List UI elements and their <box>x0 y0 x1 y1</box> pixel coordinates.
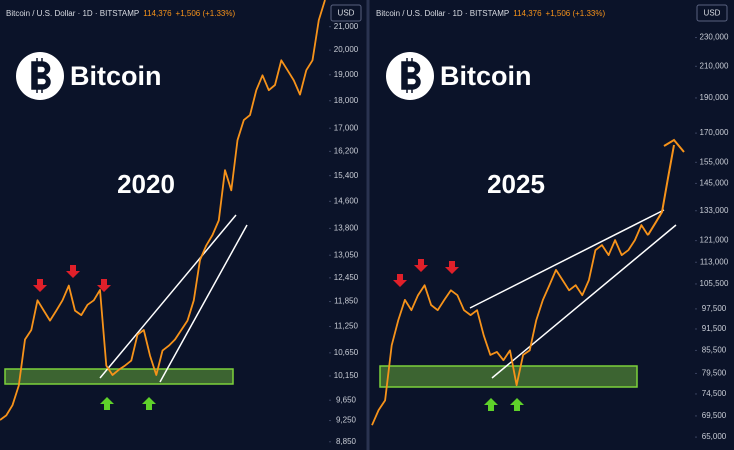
trend-line <box>469 209 665 309</box>
y-tick-label: 65,000 <box>702 432 727 441</box>
y-tick-label: 113,000 <box>700 257 729 266</box>
y-tick-label: 11,250 <box>334 322 358 331</box>
y-tick-label: 13,050 <box>334 250 359 259</box>
y-tick-label: 16,200 <box>334 146 359 155</box>
price-change: +1,506 (+1.33%) <box>546 9 606 18</box>
projection <box>647 144 675 236</box>
y-tick-label: 18,000 <box>334 96 359 105</box>
last-price: 114,376 <box>143 9 172 18</box>
y-tick-label: 155,000 <box>700 157 729 166</box>
sell-arrows <box>33 265 111 292</box>
currency: USD <box>338 9 355 18</box>
year-label: 2025 <box>487 169 545 199</box>
buy-arrows <box>100 397 156 410</box>
y-tick-label: 190,000 <box>700 93 729 102</box>
last-price: 114,376 <box>513 9 542 18</box>
y-tick-label: 85,500 <box>702 346 727 355</box>
price-line <box>0 0 326 421</box>
trend-line <box>99 214 237 379</box>
logo-text: Bitcoin <box>70 61 162 91</box>
y-tick-label: 9,250 <box>336 416 357 425</box>
y-tick-label: 105,500 <box>700 279 729 288</box>
projection-arrowhead <box>663 138 685 153</box>
y-tick-label: 97,500 <box>702 304 727 313</box>
y-tick-label: 13,800 <box>334 223 359 232</box>
y-tick-label: 230,000 <box>700 33 729 42</box>
y-tick-label: 121,000 <box>700 236 729 245</box>
y-tick-label: 145,000 <box>700 179 729 188</box>
y-tick-label: 10,650 <box>334 348 359 357</box>
trend-line <box>491 224 677 379</box>
y-tick-label: 17,000 <box>334 123 359 132</box>
y-tick-label: 20,000 <box>334 45 359 54</box>
currency: USD <box>704 9 721 18</box>
sell-arrows <box>393 259 459 287</box>
y-tick-label: 8,850 <box>336 437 357 446</box>
y-tick-label: 170,000 <box>700 128 729 137</box>
y-tick-label: 15,400 <box>334 171 359 180</box>
trend-line <box>159 224 248 383</box>
support-zone <box>4 368 234 385</box>
price-change: +1,506 (+1.33%) <box>176 9 236 18</box>
y-tick-label: 14,600 <box>334 196 359 205</box>
y-tick-label: 19,000 <box>334 70 359 79</box>
y-tick-label: 69,500 <box>702 411 727 420</box>
currency-box <box>696 4 728 22</box>
logo-text: Bitcoin <box>440 61 532 91</box>
y-tick-label: 10,150 <box>334 371 359 380</box>
bitcoin-logo-b <box>31 58 51 93</box>
year-label: 2020 <box>117 169 175 199</box>
y-tick-label: 21,000 <box>334 22 359 31</box>
y-tick-label: 11,850 <box>334 297 358 306</box>
price-line <box>371 224 649 426</box>
symbol-header: Bitcoin / U.S. Dollar · 1D · BITSTAMP 114… <box>6 9 235 18</box>
symbol: Bitcoin / U.S. Dollar · 1D · BITSTAMP <box>376 9 509 18</box>
y-tick-label: 12,450 <box>334 273 359 282</box>
bitcoin-logo-b <box>401 58 421 93</box>
support-zone <box>379 365 638 388</box>
y-tick-label: 210,000 <box>700 61 729 70</box>
symbol-header: Bitcoin / U.S. Dollar · 1D · BITSTAMP 114… <box>376 9 605 18</box>
y-tick-label: 133,000 <box>700 206 729 215</box>
y-tick-label: 79,500 <box>702 369 727 378</box>
y-tick-label: 91,500 <box>702 324 727 333</box>
y-tick-label: 9,650 <box>336 395 357 404</box>
y-tick-label: 74,500 <box>702 389 727 398</box>
buy-arrows <box>484 398 524 411</box>
currency-box <box>330 4 362 22</box>
symbol: Bitcoin / U.S. Dollar · 1D · BITSTAMP <box>6 9 139 18</box>
